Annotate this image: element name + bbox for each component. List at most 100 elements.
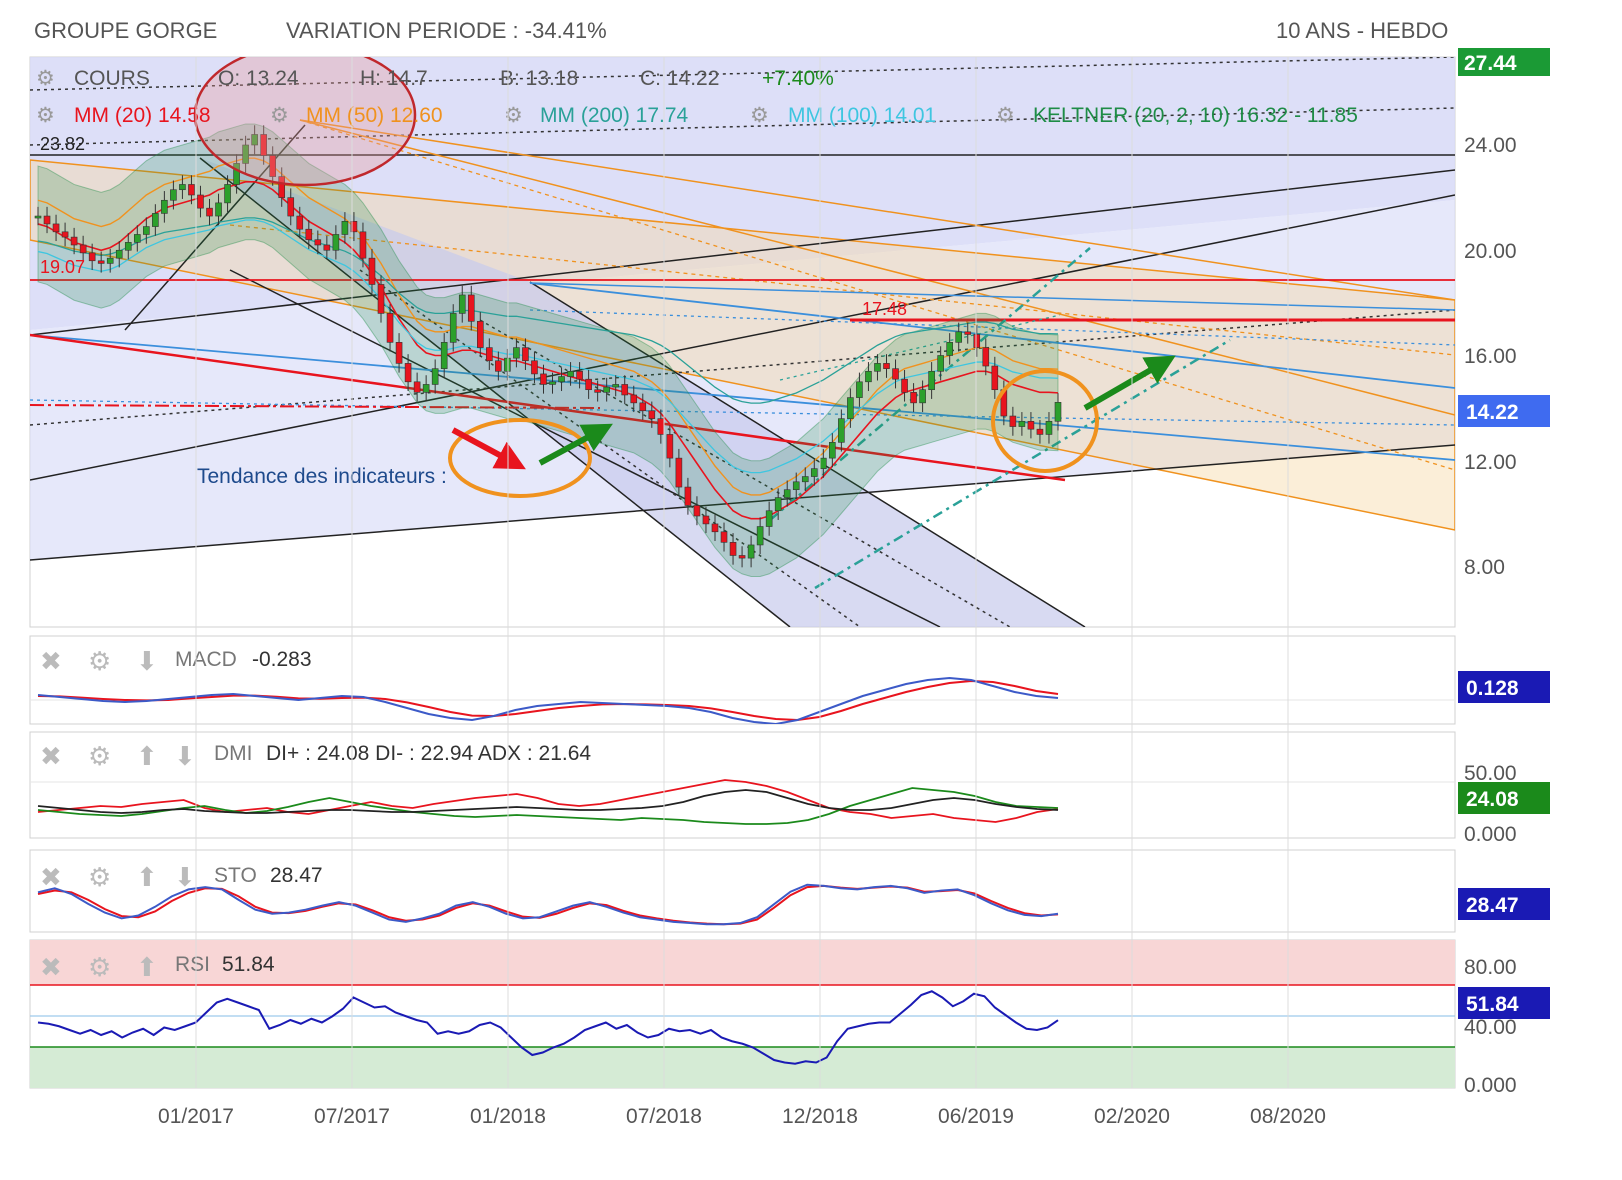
candle [756,526,764,546]
candle [495,360,502,372]
candle [919,389,926,404]
candle [504,357,511,372]
candle [133,234,141,243]
dmi-tick: 0.000 [1464,823,1517,846]
price-axis: 27.44 24.00 20.00 16.00 12.00 8.00 14.22 [1458,48,1550,579]
candle [711,523,719,533]
candle [440,342,448,369]
current-price: 14.22 [1466,401,1519,424]
price-drawings [30,57,1455,627]
candle [323,244,331,251]
mm200-gear-icon[interactable]: ⚙ [504,104,523,127]
candle [449,313,457,343]
rsi-arrow-up-icon[interactable]: ⬆ [136,952,158,982]
candle [810,468,818,477]
legend-mm20: MM (20) 14.58 [74,104,211,127]
candle [386,313,394,343]
candle [233,163,240,185]
candle [747,544,755,559]
mm100-gear-icon[interactable]: ⚙ [750,104,769,127]
candle [838,418,845,443]
candle [883,363,890,369]
mm50-line [37,157,1059,496]
macd-arrow-down-icon[interactable]: ⬇ [136,646,158,676]
dmi-gear-icon[interactable]: ⚙ [88,741,111,771]
x-tick-label: 08/2020 [1250,1105,1326,1128]
candle [910,392,917,404]
legend-change: +7.40% [762,67,834,90]
rsi-name: RSI [175,953,210,976]
di-plus-line [37,787,1059,825]
candle [422,384,430,393]
candle [621,384,629,396]
candle [377,284,385,314]
down-channel-fill [200,158,1085,627]
candle [458,294,466,314]
rsi-badge: 51.84 [1466,993,1519,1016]
indicator-circle-annotation [448,418,592,498]
sto-arrow-down-icon[interactable]: ⬇ [174,862,196,892]
rsi-tick: 0.000 [1464,1074,1517,1097]
x-tick-label: 06/2019 [938,1105,1014,1128]
macd-name: MACD [175,648,237,671]
mm50-gear-icon[interactable]: ⚙ [270,104,289,127]
sto-badge: 28.47 [1466,894,1519,917]
candle [729,542,737,556]
keltner-band [37,123,1059,578]
left-label: 19.07 [40,257,85,277]
candle [964,331,972,335]
sto-close-icon[interactable]: ✖ [40,862,62,892]
rsi-tick: 80.00 [1464,956,1517,979]
candle [314,239,322,246]
candle [215,202,222,217]
candle [603,386,610,393]
dmi-close-icon[interactable]: ✖ [40,741,62,771]
candle [43,215,51,225]
candle [549,381,556,385]
sto-arrow-up-icon[interactable]: ⬆ [136,862,158,892]
macd-gear-icon[interactable]: ⚙ [88,646,111,676]
rsi-gear-icon[interactable]: ⚙ [88,952,111,982]
sto-gear-icon[interactable]: ⚙ [88,862,111,892]
candle [865,370,872,383]
candle [666,434,674,459]
candle [738,555,746,559]
rsi-close-icon[interactable]: ✖ [40,952,62,982]
candle [567,370,574,377]
candle [97,260,105,264]
instrument-name: GROUPE GORGE [34,18,218,43]
sto-name: STO [214,864,257,887]
candle [88,252,96,262]
cours-gear-icon[interactable]: ⚙ [36,67,55,90]
x-tick-label: 02/2020 [1094,1105,1170,1128]
mm20-gear-icon[interactable]: ⚙ [36,104,55,127]
macd-line [37,676,1059,724]
dmi-panel [29,731,1456,839]
price-tick: 8.00 [1464,556,1505,579]
candle [332,234,340,251]
candle [179,184,186,191]
candle [946,342,953,356]
candle [197,194,204,209]
candle [901,378,908,393]
legend-keltner: KELTNER (20, 2, 10) 16.32 - 11.85 [1033,104,1358,127]
price-tick: 20.00 [1464,240,1517,263]
candle [224,184,231,204]
sto-badge-bg [1458,888,1550,920]
dmi-arrow-down-icon[interactable]: ⬇ [174,741,196,771]
candle [152,213,159,227]
price-axis-top-badge [1458,48,1550,76]
mm200-line [37,217,1059,404]
candle [1009,415,1017,427]
candle [648,410,656,419]
candle [693,505,701,517]
macd-close-icon[interactable]: ✖ [40,646,62,676]
dmi-arrow-up-icon[interactable]: ⬆ [136,741,158,771]
candle [404,363,412,383]
candle [115,249,123,259]
keltner-gear-icon[interactable]: ⚙ [996,104,1015,127]
rsi-tick: 40.00 [1464,1016,1517,1039]
candle [522,347,529,362]
price-tick: 12.00 [1464,451,1517,474]
